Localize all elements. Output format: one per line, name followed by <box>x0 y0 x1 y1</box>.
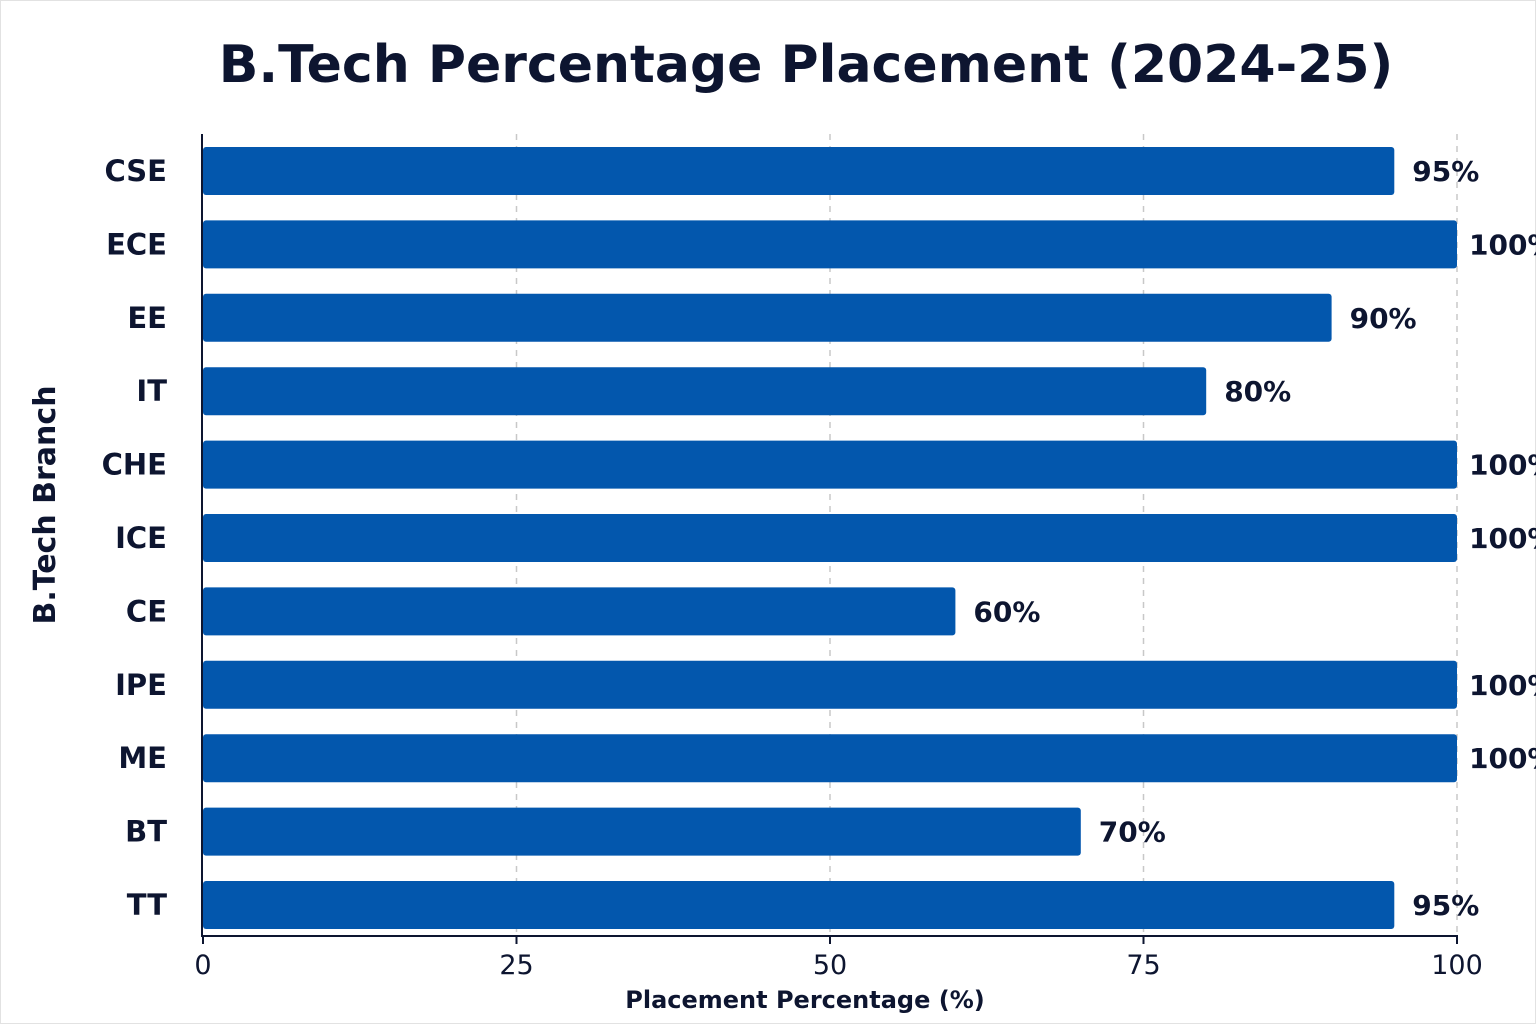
x-tick-label-75: 75 <box>1126 950 1160 981</box>
x-tick-label-100: 100 <box>1431 950 1483 981</box>
y-axis-label: B.Tech Branch <box>28 385 63 624</box>
category-label-ece: ECE <box>106 227 167 261</box>
bars <box>203 147 1457 929</box>
data-label-bt: 70% <box>1099 816 1166 849</box>
category-label-cse: CSE <box>104 154 167 188</box>
x-axis-label: Placement Percentage (%) <box>625 986 984 1014</box>
category-label-che: CHE <box>102 448 167 482</box>
bar-ce <box>203 587 956 636</box>
bar-ipe <box>203 660 1457 709</box>
data-label-ice: 100% <box>1469 522 1536 555</box>
x-tick-label-25: 25 <box>499 950 533 981</box>
data-label-it: 80% <box>1224 375 1291 408</box>
category-labels: CSE ECE EE IT CHE ICE CE IPE ME BT TT <box>102 154 168 922</box>
data-label-che: 100% <box>1469 449 1536 482</box>
x-tick-label-0: 0 <box>194 950 211 981</box>
bar-tt <box>203 881 1395 929</box>
category-label-ice: ICE <box>115 521 167 555</box>
category-label-me: ME <box>118 741 167 775</box>
x-tick-labels: 0 25 50 75 100 <box>194 936 1483 981</box>
category-label-it: IT <box>136 374 167 408</box>
chart-title: B.Tech Percentage Placement (2024-25) <box>219 35 1394 95</box>
category-label-ce: CE <box>126 594 167 628</box>
data-label-cse: 95% <box>1412 155 1479 188</box>
x-tick-label-50: 50 <box>813 950 847 981</box>
bar-it <box>203 367 1207 416</box>
data-label-ipe: 100% <box>1469 669 1536 702</box>
bar-bt <box>203 807 1081 856</box>
category-label-tt: TT <box>127 888 167 922</box>
bar-me <box>203 734 1457 783</box>
category-label-bt: BT <box>125 815 167 849</box>
data-label-me: 100% <box>1469 742 1536 775</box>
data-label-ece: 100% <box>1469 228 1536 261</box>
bar-ee <box>203 293 1332 342</box>
bar-che <box>203 440 1457 489</box>
bar-cse <box>203 147 1395 195</box>
bar-ice <box>203 514 1457 562</box>
category-label-ipe: IPE <box>115 668 167 702</box>
bar-ece <box>203 220 1457 269</box>
data-labels: 95% 100% 90% 80% 100% 100% 60% 100% 100% 70% 95% <box>973 155 1536 922</box>
category-label-ee: EE <box>127 301 167 335</box>
data-label-tt: 95% <box>1412 889 1479 922</box>
data-label-ce: 60% <box>973 595 1040 628</box>
data-label-ee: 90% <box>1350 302 1417 335</box>
